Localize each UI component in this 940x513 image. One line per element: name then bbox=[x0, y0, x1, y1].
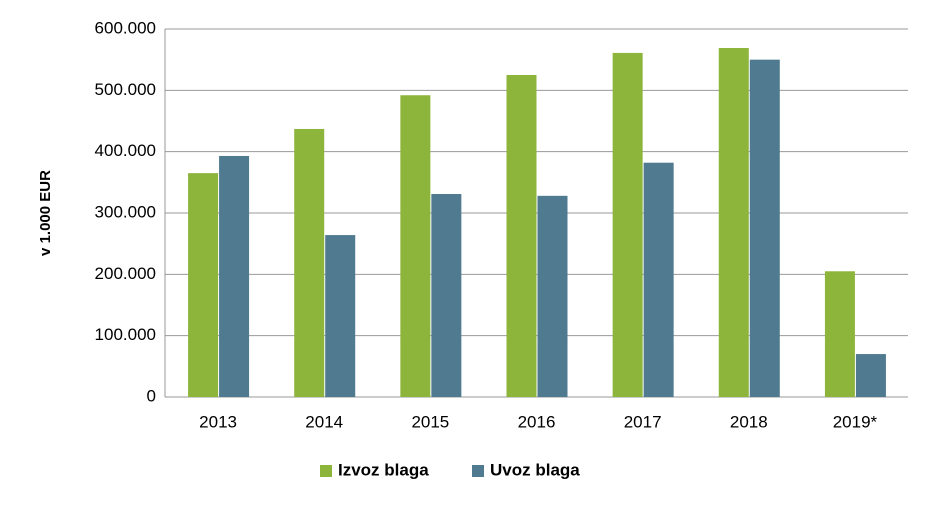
bar bbox=[294, 128, 325, 397]
bar bbox=[537, 195, 568, 397]
y-tick-label: 600.000 bbox=[95, 18, 156, 37]
legend-label: Izvoz blaga bbox=[338, 460, 429, 479]
x-tick-label: 2013 bbox=[199, 412, 237, 431]
x-tick-label: 2016 bbox=[518, 412, 556, 431]
bar bbox=[718, 48, 749, 397]
bar bbox=[749, 59, 780, 398]
bar bbox=[855, 354, 886, 397]
bar bbox=[188, 173, 219, 397]
x-tick-label: 2018 bbox=[730, 412, 768, 431]
bar bbox=[219, 155, 250, 397]
bar bbox=[643, 162, 674, 397]
y-tick-label: 500.000 bbox=[95, 80, 156, 99]
y-tick-label: 200.000 bbox=[95, 264, 156, 283]
bar bbox=[431, 193, 462, 397]
legend-label: Uvoz blaga bbox=[490, 460, 580, 479]
x-tick-label: 2017 bbox=[624, 412, 662, 431]
x-tick-label: 2019* bbox=[833, 412, 878, 431]
legend-swatch bbox=[472, 465, 484, 477]
bar bbox=[506, 75, 537, 397]
y-tick-label: 0 bbox=[147, 386, 156, 405]
bar bbox=[400, 95, 431, 398]
y-tick-label: 300.000 bbox=[95, 202, 156, 221]
legend-swatch bbox=[320, 465, 332, 477]
y-axis-label: v 1.000 EUR bbox=[37, 170, 54, 256]
bar bbox=[612, 52, 643, 398]
bar bbox=[824, 271, 855, 397]
y-tick-label: 100.000 bbox=[95, 325, 156, 344]
x-tick-label: 2014 bbox=[305, 412, 343, 431]
y-tick-label: 400.000 bbox=[95, 141, 156, 160]
bar bbox=[325, 235, 356, 397]
x-tick-label: 2015 bbox=[411, 412, 449, 431]
